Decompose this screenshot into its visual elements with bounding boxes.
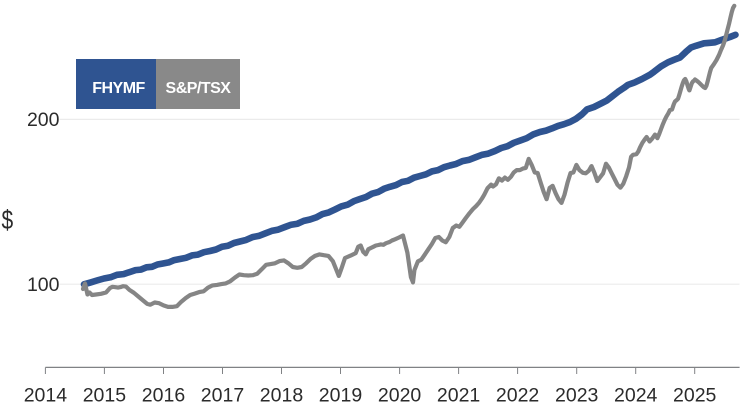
svg-text:2016: 2016 (142, 385, 185, 407)
svg-text:2014: 2014 (24, 385, 68, 407)
svg-text:2025: 2025 (673, 385, 717, 407)
svg-text:2019: 2019 (319, 385, 362, 407)
svg-text:2022: 2022 (496, 385, 539, 407)
svg-text:2018: 2018 (260, 385, 303, 407)
svg-text:200: 200 (27, 109, 60, 131)
svg-text:$: $ (2, 205, 14, 235)
svg-text:S&P/TSX: S&P/TSX (166, 80, 232, 97)
svg-text:2023: 2023 (555, 385, 598, 407)
svg-text:2021: 2021 (437, 385, 480, 407)
svg-text:100: 100 (27, 274, 60, 296)
svg-text:FHYMF: FHYMF (92, 80, 145, 97)
svg-text:2024: 2024 (614, 385, 658, 407)
svg-text:2017: 2017 (201, 385, 244, 407)
svg-text:2020: 2020 (378, 385, 422, 407)
svg-text:2015: 2015 (83, 385, 127, 407)
